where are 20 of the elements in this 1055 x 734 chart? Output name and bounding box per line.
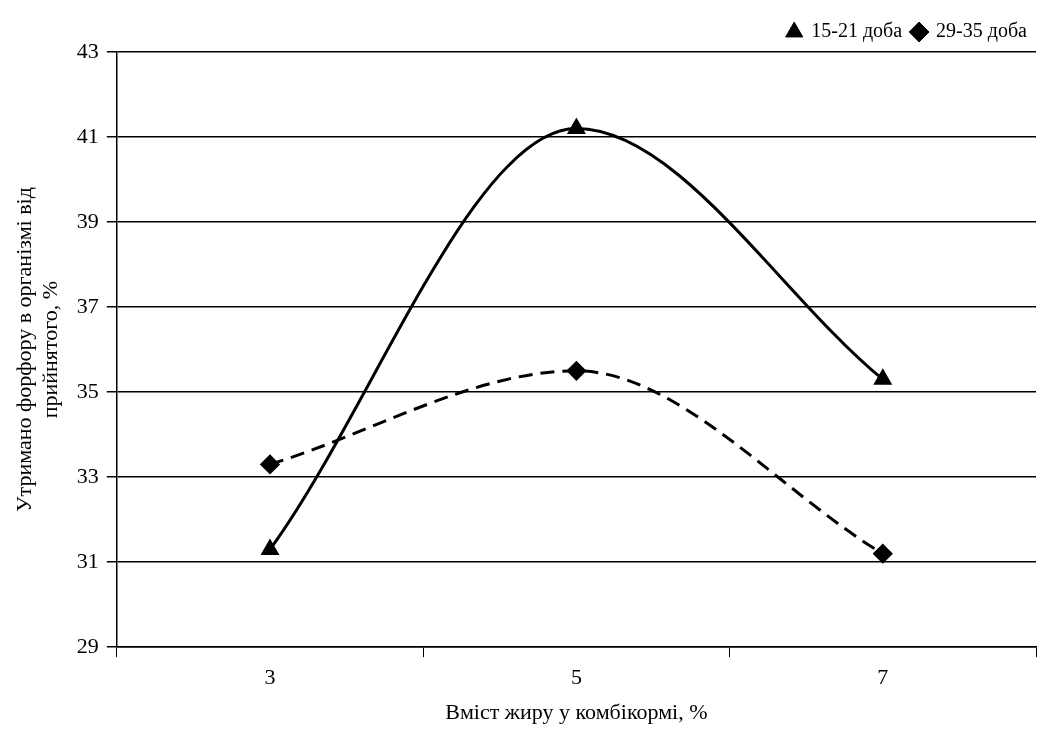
y-tick-label: 33 [76, 462, 99, 488]
x-axis-title: Вміст жиру у комбікормі, % [445, 698, 708, 724]
legend-label: 15-21 доба [811, 19, 903, 43]
point [873, 544, 893, 564]
y-axis-title: Утримано форфору в організмі від прийнятого, % [10, 187, 63, 513]
point [874, 369, 892, 385]
point [260, 454, 280, 474]
x-tick-label: 5 [570, 664, 582, 690]
x-tick-label: 7 [877, 664, 889, 690]
y-tick-label: 39 [76, 207, 99, 233]
point [567, 119, 585, 135]
y-tick-label: 37 [76, 292, 99, 318]
y-tick-label: 31 [76, 547, 99, 573]
y-tick-label: 29 [76, 632, 99, 658]
y-tick-label: 41 [76, 122, 99, 148]
point [566, 361, 586, 381]
x-tick-label: 3 [264, 664, 276, 690]
y-tick-label: 43 [76, 37, 99, 63]
y-tick-label: 35 [76, 377, 99, 403]
legend-label: 29-35 доба [936, 19, 1028, 43]
